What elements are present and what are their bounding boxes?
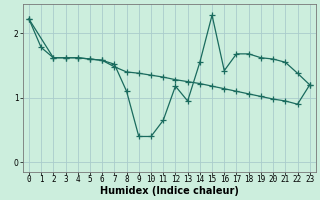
X-axis label: Humidex (Indice chaleur): Humidex (Indice chaleur)	[100, 186, 239, 196]
